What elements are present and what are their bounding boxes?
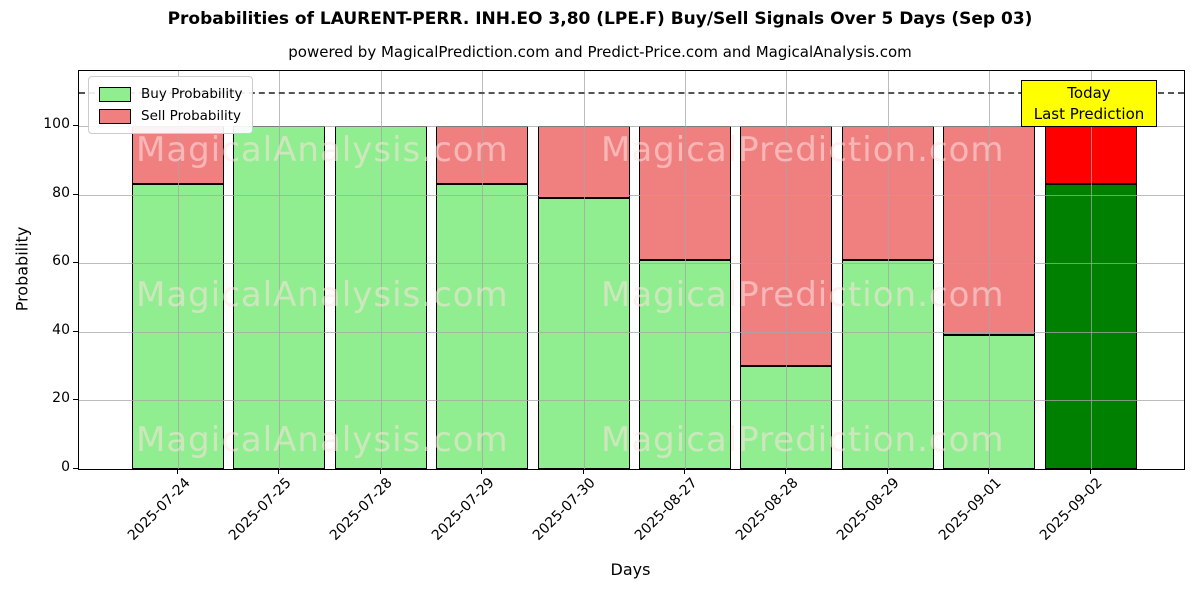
x-tick-label: 2025-07-25 <box>225 475 295 544</box>
y-axis-label: Probability <box>12 226 32 312</box>
grid-line-v <box>178 71 179 469</box>
x-tick-mark <box>379 469 381 474</box>
grid-line-v <box>380 71 382 469</box>
grid-line-v <box>482 71 484 469</box>
x-tick-mark <box>886 469 888 474</box>
grid-line-h <box>79 331 1184 333</box>
threshold-dashed-line <box>79 91 1184 94</box>
legend-item-buy: Buy Probability <box>99 83 242 105</box>
grid-line-v <box>279 71 281 469</box>
x-tick-mark <box>177 469 178 474</box>
x-tick-label: 2025-09-02 <box>1037 475 1106 544</box>
y-tick-mark <box>73 399 78 401</box>
grid-line-v <box>685 71 686 469</box>
x-tick-label: 2025-07-28 <box>327 475 397 544</box>
watermark-text: MagicalPrediction.com <box>601 130 1005 170</box>
y-tick-mark <box>73 193 78 195</box>
today-annotation: Today Last Prediction <box>1021 80 1157 127</box>
grid-line-h <box>79 194 1184 196</box>
y-tick-label: 100 <box>43 115 70 132</box>
x-axis-label: Days <box>610 560 651 579</box>
grid-line-h <box>79 125 1184 127</box>
y-tick-label: 0 <box>61 459 70 475</box>
grid-line-v <box>786 71 788 469</box>
chart-subtitle: powered by MagicalPrediction.com and Pre… <box>288 43 912 61</box>
today-annotation-line2: Last Prediction <box>1033 105 1145 123</box>
legend-item-sell: Sell Probability <box>99 105 242 127</box>
grid-line-h <box>79 400 1184 402</box>
x-tick-mark <box>582 469 584 474</box>
x-tick-mark <box>684 469 685 474</box>
grid-line-v <box>1090 71 1092 469</box>
x-tick-label: 2025-08-27 <box>631 475 701 544</box>
x-tick-label: 2025-07-29 <box>428 475 498 544</box>
y-tick-mark <box>73 468 78 469</box>
y-tick-label: 60 <box>52 253 70 270</box>
x-tick-mark <box>481 469 483 474</box>
grid-line-v <box>583 71 585 469</box>
x-tick-mark <box>988 469 990 474</box>
x-tick-label: 2025-08-29 <box>834 475 904 544</box>
today-annotation-line1: Today <box>1067 84 1111 102</box>
x-tick-mark <box>1089 469 1091 474</box>
x-tick-label: 2025-07-24 <box>124 475 194 544</box>
x-tick-mark <box>278 469 280 474</box>
chart-title: Probabilities of LAURENT-PERR. INH.EO 3,… <box>167 9 1033 29</box>
y-tick-label: 80 <box>52 184 70 201</box>
x-tick-mark <box>785 469 787 474</box>
y-tick-mark <box>73 330 78 332</box>
watermark-text: MagicalPrediction.com <box>601 420 1005 460</box>
grid-line-h <box>79 263 1184 265</box>
legend-label-sell: Sell Probability <box>141 108 242 124</box>
sell-swatch-icon <box>99 108 131 124</box>
y-tick-label: 20 <box>52 390 70 407</box>
y-tick-mark <box>73 124 78 126</box>
watermark-text: MagicalAnalysis.com <box>136 275 509 315</box>
grid-line-v <box>989 71 991 469</box>
y-tick-label: 40 <box>52 321 70 338</box>
legend: Buy Probability Sell Probability <box>88 76 254 134</box>
x-tick-label: 2025-08-28 <box>732 475 802 544</box>
y-tick-mark <box>73 262 78 264</box>
watermark-text: MagicalAnalysis.com <box>136 420 509 460</box>
buy-swatch-icon <box>99 86 131 102</box>
plot-area: MagicalAnalysis.com MagicalPrediction.com… <box>78 70 1185 470</box>
watermark-text: MagicalPrediction.com <box>601 275 1005 315</box>
grid-line-v <box>887 71 889 469</box>
x-tick-label: 2025-09-01 <box>935 475 1005 544</box>
legend-label-buy: Buy Probability <box>141 86 243 102</box>
watermark-text: MagicalAnalysis.com <box>136 130 509 170</box>
x-tick-label: 2025-07-30 <box>530 475 599 544</box>
